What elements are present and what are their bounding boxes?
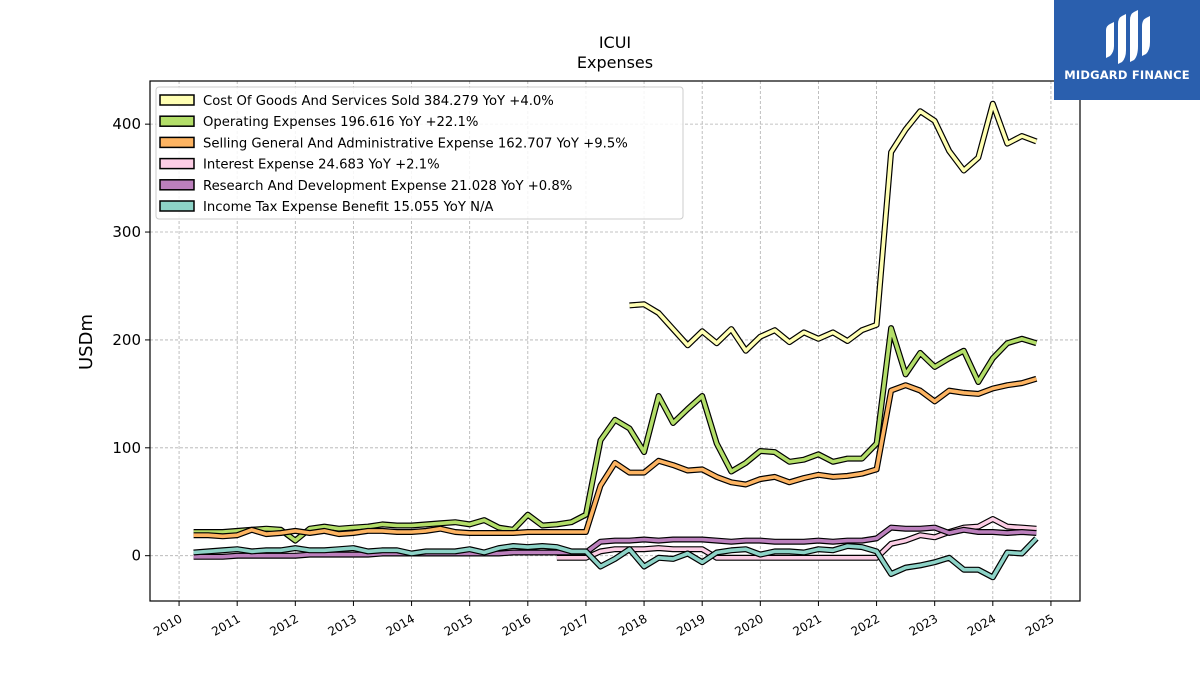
x-tick-label: 2017 — [558, 611, 591, 638]
x-tick-label: 2011 — [209, 611, 242, 638]
legend-swatch — [159, 94, 195, 106]
x-tick-label: 2013 — [325, 611, 358, 638]
series-outline-selling-general-and-administrative-expense — [193, 375, 1038, 540]
x-tick-label: 2014 — [384, 611, 417, 638]
x-tick-label: 2016 — [500, 611, 533, 638]
series-line-selling-general-and-administrative-expense — [193, 377, 1037, 539]
legend-swatch — [159, 200, 195, 212]
x-tick-label: 2018 — [616, 611, 649, 638]
y-tick-label: 0 — [131, 547, 141, 565]
midgard-finance-logo: MIDGARD FINANCE — [1054, 0, 1200, 100]
y-tick-label: 300 — [112, 223, 141, 241]
plot-frame — [149, 80, 1081, 602]
x-tick-label: 2020 — [732, 611, 765, 638]
series-line-research-and-development-expense — [193, 525, 1037, 559]
series-lines — [193, 100, 1039, 581]
legend-entry: Interest Expense 24.683 YoY +2.1% — [203, 158, 440, 173]
x-tick-label: 2019 — [674, 611, 707, 638]
legend-entry: Selling General And Administrative Expen… — [203, 136, 628, 151]
legend-swatch — [159, 115, 195, 127]
legend-swatch — [159, 157, 195, 170]
legend-box — [155, 86, 684, 220]
legend-entry: Operating Expenses 196.616 YoY +22.1% — [203, 115, 478, 130]
y-tick-label: 100 — [112, 439, 141, 457]
chart-subtitle: Expenses — [577, 53, 653, 72]
legend-entry: Research And Development Expense 21.028 … — [203, 179, 572, 194]
x-tick-label: 2010 — [151, 611, 184, 638]
x-tick-label: 2021 — [790, 611, 823, 638]
series-line-income-tax-expense-benefit — [193, 537, 1038, 580]
brand-name: MIDGARD FINANCE — [1064, 68, 1190, 82]
legend: Cost Of Goods And Services Sold 384.279 … — [155, 86, 684, 220]
y-tick-label: 400 — [112, 115, 141, 133]
legend-swatch — [159, 179, 195, 191]
legend-entry: Cost Of Goods And Services Sold 384.279 … — [203, 94, 554, 109]
series-outline-cost-of-goods-and-services-sold — [629, 100, 1038, 354]
legend-entry: Income Tax Expense Benefit 15.055 YoY N/… — [203, 200, 493, 215]
x-tick-label: 2022 — [849, 611, 882, 638]
y-axis-label: USDm — [76, 314, 97, 370]
x-tick-label: 2015 — [442, 611, 475, 638]
midgard-logo-icon — [1106, 10, 1150, 64]
x-tick-label: 2025 — [1023, 611, 1056, 638]
legend-swatch — [159, 136, 195, 149]
x-tick-label: 2023 — [907, 611, 940, 638]
chart-title: ICUI — [599, 33, 631, 52]
series-line-cost-of-goods-and-services-sold — [629, 101, 1038, 353]
x-tick-label: 2012 — [267, 611, 300, 638]
y-tick-label: 200 — [112, 331, 141, 349]
x-tick-label: 2024 — [965, 611, 998, 638]
series-outline-operating-expenses — [193, 325, 1038, 544]
series-line-operating-expenses — [193, 326, 1037, 543]
